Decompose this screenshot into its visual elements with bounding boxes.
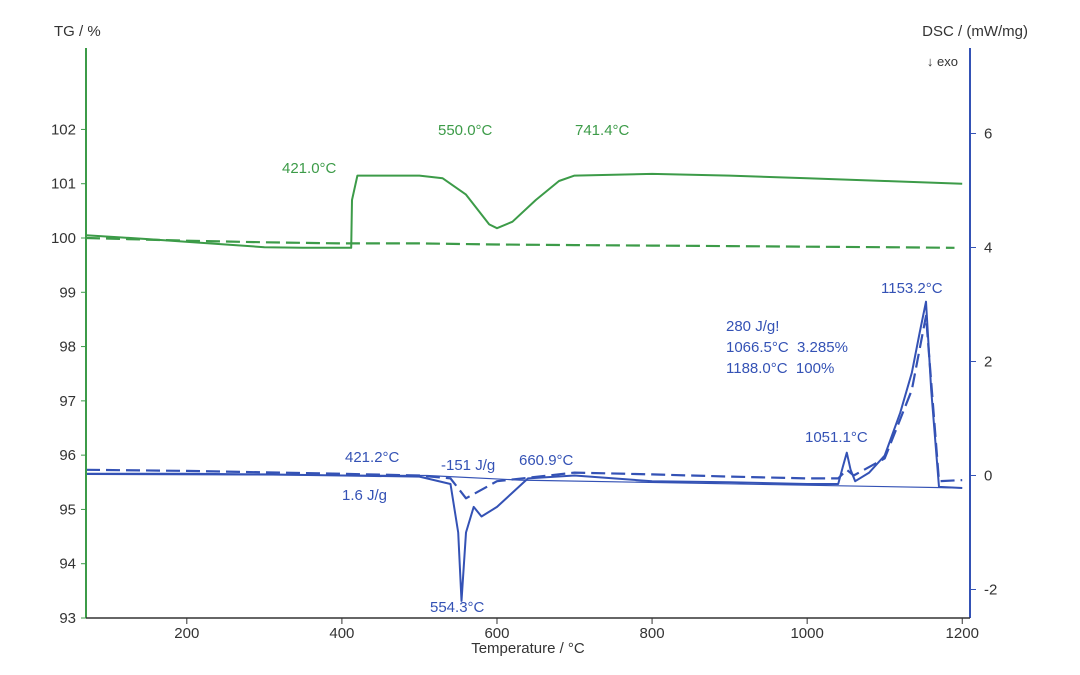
- y-right-tick-label-6: 6: [984, 126, 992, 143]
- dsc-annotation-421: 421.2°C: [345, 449, 400, 466]
- annotation-layer: TG / % DSC / (mW/mg) ↓ exo Temperature /…: [54, 23, 1028, 657]
- tg-annotation-741: 741.4°C: [575, 122, 630, 139]
- y-right-tick-label-0: 0: [984, 468, 992, 485]
- y-right-tick-label-4: 4: [984, 240, 992, 257]
- y-left-tick-label-102: 102: [51, 121, 76, 138]
- y-left-tick-label-94: 94: [59, 556, 76, 573]
- dsc-annotation-1188: 1188.0°C 100%: [726, 360, 834, 377]
- y-left-tick-label-96: 96: [59, 447, 76, 464]
- series-line-tg-1: [85, 236, 955, 249]
- x-axis-title: Temperature / °C: [471, 640, 585, 657]
- ticks-layer: 200 400 600 800 1000 1200 93 94 95 96 97 98 99 100 101…: [51, 121, 997, 642]
- y-right-tick-label--2: -2: [984, 582, 997, 599]
- dsc-annotation-1-6-jg: 1.6 J/g: [342, 487, 387, 504]
- dsc-annotation-minus151-jg: -151 J/g: [441, 457, 495, 474]
- y-left-tick-label-98: 98: [59, 339, 76, 356]
- dsc-annotation-1051: 1051.1°C: [805, 429, 868, 446]
- dsc-annotation-1066: 1066.5°C 3.285%: [726, 339, 848, 356]
- x-tick-label-600: 600: [484, 625, 509, 642]
- tg-axis-title: TG / %: [54, 23, 101, 40]
- x-tick-label-200: 200: [174, 625, 199, 642]
- y-left-tick-label-100: 100: [51, 230, 76, 247]
- axes-layer: [85, 48, 971, 619]
- series-layer: [85, 172, 963, 602]
- y-left-tick-label-101: 101: [51, 176, 76, 193]
- dsc-annotation-1153: 1153.2°C: [881, 280, 943, 297]
- x-tick-label-1000: 1000: [790, 625, 823, 642]
- series-line-tg-0: [85, 172, 963, 249]
- dsc-axis-title: DSC / (mW/mg): [922, 23, 1028, 40]
- x-tick-label-1200: 1200: [946, 625, 979, 642]
- y-left-tick-label-99: 99: [59, 284, 76, 301]
- x-tick-label-400: 400: [329, 625, 354, 642]
- y-left-tick-label-97: 97: [59, 393, 76, 410]
- x-tick-label-800: 800: [640, 625, 665, 642]
- series-line-dsc-4: [85, 473, 963, 489]
- exo-direction-label: ↓ exo: [927, 54, 958, 69]
- y-right-tick-label-2: 2: [984, 354, 992, 371]
- dsc-annotation-660: 660.9°C: [519, 452, 574, 469]
- dsc-annotation-280-jg: 280 J/g!: [726, 318, 779, 335]
- tg-annotation-550: 550.0°C: [438, 122, 493, 139]
- y-left-tick-label-93: 93: [59, 610, 76, 627]
- y-left-tick-label-95: 95: [59, 501, 76, 518]
- dsc-annotation-554: 554.3°C: [430, 599, 485, 616]
- tg-annotation-421: 421.0°C: [282, 160, 337, 177]
- series-line-dsc-2: [86, 300, 963, 602]
